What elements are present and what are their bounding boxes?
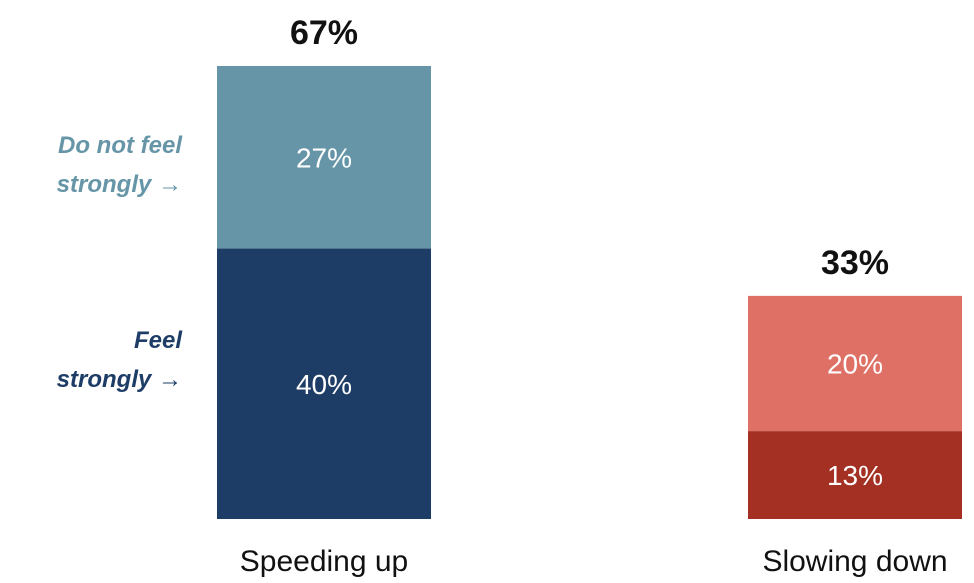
labels-layer: 40% 27% 67% Speeding up 13% 20% 33% Slowing dow…	[240, 14, 948, 578]
side-label-do-not-feel-strongly-line2: strongly →	[57, 171, 182, 198]
side-label-feel-strongly-line2: strongly →	[57, 366, 182, 393]
side-label-do-not-feel-strongly-line1: Do not feel	[58, 132, 183, 159]
bar-segment-2-1	[748, 431, 962, 519]
bar-total-label-1: 67%	[290, 14, 358, 52]
side-label-feel-strongly-line1: Feel	[134, 327, 183, 354]
bar-total-label-2: 33%	[821, 244, 889, 282]
bar-segment-2-2	[748, 295, 962, 432]
segment-value-label-2-1: 13%	[827, 460, 883, 491]
category-label-1: Speeding up	[240, 545, 409, 578]
category-label-2: Slowing down	[762, 545, 947, 578]
side-labels: Do not feel strongly → Feel strongly →	[57, 132, 184, 393]
bar-segment-1-1	[217, 248, 431, 519]
bars-layer	[217, 66, 962, 519]
segment-value-label-1-1: 40%	[296, 369, 352, 400]
bar-segment-1-2	[217, 66, 431, 249]
segment-value-label-2-2: 20%	[827, 348, 883, 379]
segment-value-label-1-2: 27%	[296, 142, 352, 173]
